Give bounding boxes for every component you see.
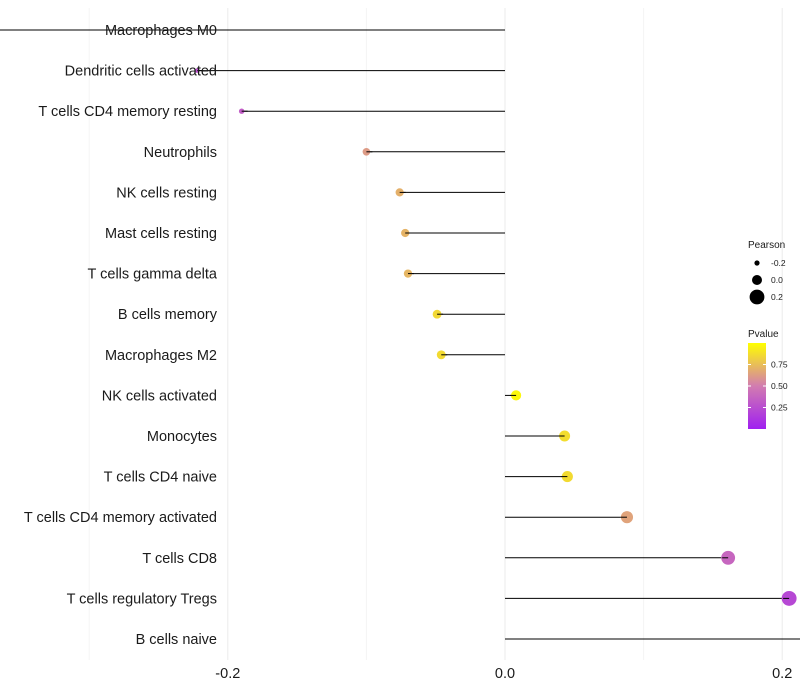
category-label: Macrophages M2 — [105, 348, 217, 364]
x-tick-label: 0.0 — [495, 666, 515, 682]
grid — [88, 8, 783, 660]
x-tick-label: -0.2 — [215, 666, 240, 682]
category-label: Monocytes — [147, 429, 217, 445]
legend-pearson: Pearson -0.2 0.0 0.2 — [748, 240, 786, 305]
legend-size-label: -0.2 — [771, 258, 786, 268]
category-label: Macrophages M0 — [105, 23, 217, 39]
category-label: T cells CD4 naive — [104, 470, 217, 486]
legend-color-label: 0.50 — [771, 381, 788, 391]
category-label: B cells naive — [136, 632, 217, 648]
category-label: T cells regulatory Tregs — [67, 591, 217, 607]
legend-color-label: 0.25 — [771, 403, 788, 413]
category-label: T cells gamma delta — [88, 267, 218, 283]
category-label: T cells CD8 — [142, 551, 217, 567]
pvalue-colorbar — [748, 343, 766, 429]
legend-color-label: 0.75 — [771, 360, 788, 370]
category-label: NK cells activated — [102, 388, 217, 404]
x-tick-label: 0.2 — [772, 666, 792, 682]
category-label: B cells memory — [118, 307, 218, 323]
data-marks — [0, 29, 800, 640]
legend-size-label: 0.0 — [771, 275, 783, 285]
legend-pvalue-title: Pvalue — [748, 329, 779, 340]
legend-pvalue: Pvalue 0.75 0.50 0.25 — [748, 329, 788, 429]
category-label: T cells CD4 memory activated — [24, 510, 217, 526]
legend-size-key — [752, 275, 762, 285]
legend-size-key — [754, 260, 760, 266]
legend-size-label: 0.2 — [771, 292, 783, 302]
category-label: NK cells resting — [116, 185, 217, 201]
category-label: Neutrophils — [144, 145, 217, 161]
category-label: Dendritic cells activated — [65, 64, 217, 80]
category-label: T cells CD4 memory resting — [38, 104, 217, 120]
legend-size-key — [749, 289, 765, 305]
legend-pearson-title: Pearson — [748, 240, 785, 251]
category-label: Mast cells resting — [105, 226, 217, 242]
